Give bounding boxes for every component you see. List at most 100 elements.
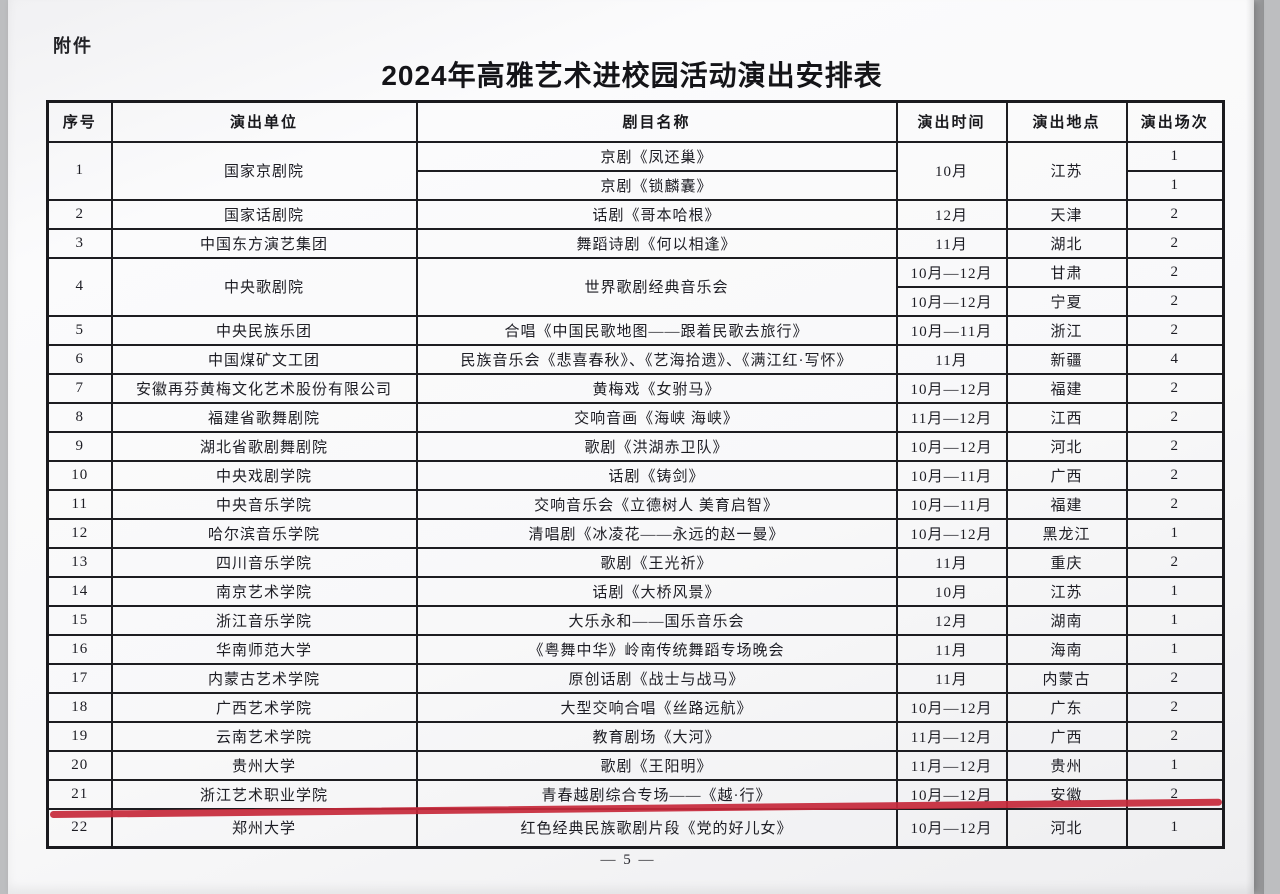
table-cell: 大乐永和——国乐音乐会	[415, 604, 898, 636]
table-row: 6 中国煤矿文工团 民族音乐会《悲喜春秋》、《艺海拾遗》、《满江红·写怀》 11月 新疆…	[46, 343, 1225, 375]
table-cell: 8	[46, 401, 113, 433]
table-cell: 10月—12月	[895, 285, 1008, 317]
table-cell: 河北	[1005, 430, 1128, 462]
table-cell: 9	[46, 430, 113, 462]
table-cell: 广东	[1005, 691, 1128, 723]
table-cell: 中国煤矿文工团	[110, 343, 418, 375]
table-cell: 贵州大学	[110, 749, 418, 781]
table-cell: 教育剧场《大河》	[415, 720, 898, 752]
performance-schedule-table: 序号 演出单位 剧目名称 演出时间 演出地点 演出场次 1 国家京剧院 京剧《凤还巢…	[46, 100, 1225, 849]
table-row: 12 哈尔滨音乐学院 清唱剧《冰凌花——永远的赵一曼》 10月—12月 黑龙江 1	[46, 517, 1225, 549]
table-cell: 4	[1125, 343, 1225, 375]
scanned-page: 附件 2024年高雅艺术进校园活动演出安排表 序号 演出单位 剧目名称 演出时间…	[8, 0, 1264, 894]
table-cell: 11月—12月	[895, 401, 1008, 433]
table-cell: 10月—12月	[895, 256, 1008, 288]
table-cell: 1	[1125, 604, 1225, 636]
table-cell: 19	[46, 720, 113, 752]
table-cell: 1	[1125, 140, 1225, 172]
table-cell: 大型交响合唱《丝路远航》	[415, 691, 898, 723]
table-cell: 11月—12月	[895, 749, 1008, 781]
table-header-row: 序号 演出单位 剧目名称 演出时间 演出地点 演出场次	[46, 100, 1225, 143]
table-cell: 重庆	[1005, 546, 1128, 578]
table-row: 7 安徽再芬黄梅文化艺术股份有限公司 黄梅戏《女驸马》 10月—12月 福建 2	[46, 372, 1225, 404]
table-cell: 华南师范大学	[110, 633, 418, 665]
table-row: 5 中央民族乐团 合唱《中国民歌地图——跟着民歌去旅行》 10月—11月 浙江 2	[46, 314, 1225, 346]
table-cell: 舞蹈诗剧《何以相逢》	[415, 227, 898, 259]
col-header-program: 剧目名称	[415, 100, 898, 143]
table-row: 14 南京艺术学院 话剧《大桥风景》 10月 江苏 1	[46, 575, 1225, 607]
table-cell: 5	[46, 314, 113, 346]
table-cell: 国家京剧院	[110, 140, 418, 201]
schedule-table-body: 1 国家京剧院 京剧《凤还巢》 10月 江苏 1 京剧《锁麟囊》 1 2 国家话剧院 话剧《哥本哈根…	[46, 140, 1225, 849]
table-cell: 13	[46, 546, 113, 578]
table-cell: 11月	[895, 343, 1008, 375]
table-cell: 10月—11月	[895, 314, 1008, 346]
table-cell: 10月—12月	[895, 691, 1008, 723]
col-header-time: 演出时间	[895, 100, 1008, 143]
table-row: 10 中央戏剧学院 话剧《铸剑》 10月—11月 广西 2	[46, 459, 1225, 491]
table-row: 17 内蒙古艺术学院 原创话剧《战士与战马》 11月 内蒙古 2	[46, 662, 1225, 694]
table-row: 2 国家话剧院 话剧《哥本哈根》 12月 天津 2	[46, 198, 1225, 230]
table-cell: 浙江艺术职业学院	[110, 778, 418, 810]
table-row: 10月—12月 宁夏 2	[48, 285, 1225, 317]
table-cell: 内蒙古艺术学院	[110, 662, 418, 694]
table-row: 20 贵州大学 歌剧《王阳明》 11月—12月 贵州 1	[46, 749, 1225, 781]
table-cell: 中央音乐学院	[110, 488, 418, 520]
table-cell: 2	[1125, 372, 1225, 404]
table-cell: 2	[1125, 314, 1225, 346]
table-cell: 南京艺术学院	[110, 575, 418, 607]
table-cell: 海南	[1005, 633, 1128, 665]
table-cell: 广西	[1005, 720, 1128, 752]
table-cell: 中央歌剧院	[110, 256, 418, 317]
table-cell: 2	[1125, 227, 1225, 259]
table-cell: 2	[1125, 430, 1225, 462]
table-cell: 贵州	[1005, 749, 1128, 781]
table-cell: 京剧《锁麟囊》	[415, 169, 898, 201]
table-cell: 10月	[895, 575, 1008, 607]
table-cell: 12月	[895, 604, 1008, 636]
table-cell: 交响音乐会《立德树人 美育启智》	[415, 488, 898, 520]
table-cell: 14	[46, 575, 113, 607]
table-cell: 歌剧《王光祈》	[415, 546, 898, 578]
table-cell: 1	[1125, 517, 1225, 549]
table-cell: 黑龙江	[1005, 517, 1128, 549]
table-cell: 歌剧《王阳明》	[415, 749, 898, 781]
table-row: 1 国家京剧院 京剧《凤还巢》 10月 江苏 1	[46, 140, 1225, 201]
table-row: 9 湖北省歌剧舞剧院 歌剧《洪湖赤卫队》 10月—12月 河北 2	[46, 430, 1225, 462]
table-cell: 4	[46, 256, 113, 317]
table-cell: 2	[1125, 285, 1225, 317]
table-cell: 合唱《中国民歌地图——跟着民歌去旅行》	[415, 314, 898, 346]
table-cell: 江苏	[1005, 140, 1128, 201]
table-cell: 1	[1125, 633, 1225, 665]
table-cell: 10月—12月	[895, 807, 1008, 849]
table-cell: 1	[46, 140, 113, 201]
table-cell: 2	[1125, 691, 1225, 723]
table-cell: 话剧《大桥风景》	[415, 575, 898, 607]
table-cell: 2	[1125, 198, 1225, 230]
table-cell: 11月	[895, 662, 1008, 694]
table-cell: 2	[46, 198, 113, 230]
table-cell: 四川音乐学院	[110, 546, 418, 578]
table-cell: 湖北	[1005, 227, 1128, 259]
table-cell: 中国东方演艺集团	[110, 227, 418, 259]
table-cell: 2	[1125, 459, 1225, 491]
table-cell: 浙江音乐学院	[110, 604, 418, 636]
table-cell: 哈尔滨音乐学院	[110, 517, 418, 549]
table-row: 4 中央歌剧院 世界歌剧经典音乐会 10月—12月 甘肃 2	[46, 256, 1225, 317]
table-cell: 2	[1125, 488, 1225, 520]
col-header-unit: 演出单位	[110, 100, 418, 143]
table-row: 18 广西艺术学院 大型交响合唱《丝路远航》 10月—12月 广东 2	[46, 691, 1225, 723]
table-cell: 清唱剧《冰凌花——永远的赵一曼》	[415, 517, 898, 549]
table-cell: 1	[1125, 749, 1225, 781]
table-cell: 20	[46, 749, 113, 781]
table-cell: 16	[46, 633, 113, 665]
table-cell: 话剧《哥本哈根》	[415, 198, 898, 230]
table-cell: 新疆	[1005, 343, 1128, 375]
table-cell: 10月—11月	[895, 488, 1008, 520]
table-cell: 宁夏	[1005, 285, 1128, 317]
table-cell: 交响音画《海峡 海峡》	[415, 401, 898, 433]
table-row: 15 浙江音乐学院 大乐永和——国乐音乐会 12月 湖南 1	[46, 604, 1225, 636]
attachment-label: 附件	[53, 36, 93, 56]
page-number: — 5 —	[600, 852, 656, 868]
table-row: 13 四川音乐学院 歌剧《王光祈》 11月 重庆 2	[46, 546, 1225, 578]
